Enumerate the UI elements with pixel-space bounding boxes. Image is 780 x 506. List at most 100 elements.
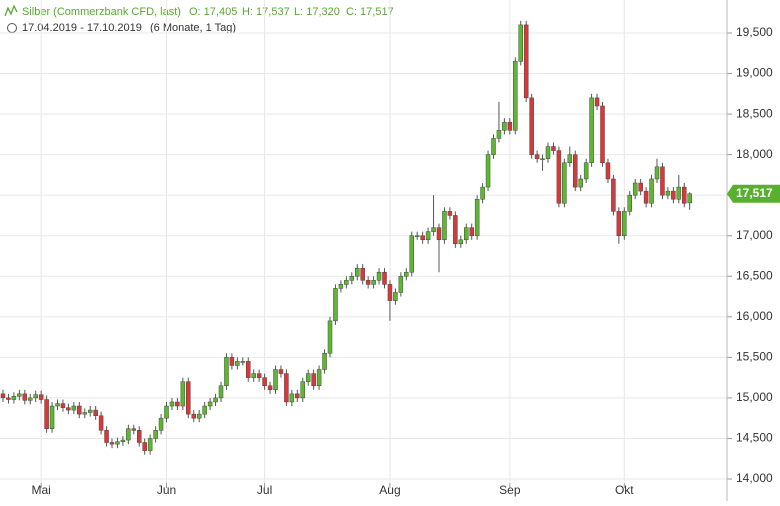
candle-body bbox=[82, 412, 87, 415]
candle-body bbox=[534, 154, 540, 159]
chart-icon bbox=[4, 4, 18, 17]
candle-body bbox=[196, 413, 202, 419]
candle-body bbox=[605, 162, 611, 180]
candle-body bbox=[224, 357, 229, 386]
candle-body bbox=[349, 276, 355, 281]
candle-body bbox=[98, 415, 104, 431]
candle-body bbox=[387, 284, 393, 301]
candle-body bbox=[611, 178, 616, 212]
candle-body bbox=[355, 267, 360, 277]
candle-body bbox=[316, 369, 322, 386]
y-tick-label: 16,000 bbox=[736, 309, 773, 323]
candle-body bbox=[218, 385, 224, 399]
candle-body bbox=[33, 394, 38, 399]
candle-body bbox=[137, 430, 142, 443]
candle-body bbox=[556, 150, 562, 204]
candle-body bbox=[44, 399, 49, 429]
candle-body bbox=[126, 428, 131, 441]
candle-body bbox=[147, 438, 153, 451]
candle-body bbox=[436, 227, 442, 241]
candle-body bbox=[87, 409, 93, 413]
candle-body bbox=[305, 373, 311, 382]
candle-body bbox=[616, 211, 622, 236]
candle-body bbox=[676, 186, 682, 200]
candle-body bbox=[600, 105, 605, 163]
date-range: 17.04.2019 - 17.10.2019 bbox=[22, 22, 142, 34]
candle-body bbox=[371, 280, 376, 285]
candle-body bbox=[104, 430, 109, 443]
candle-body bbox=[322, 353, 327, 370]
ohlc-high: H: 17,537 bbox=[242, 6, 290, 18]
candle-body bbox=[513, 61, 518, 131]
candle-body bbox=[11, 396, 17, 400]
candle-body bbox=[289, 393, 295, 403]
candle-body bbox=[6, 397, 11, 400]
clock-icon bbox=[7, 23, 17, 33]
candle-body bbox=[573, 154, 578, 188]
candle-body bbox=[295, 393, 300, 399]
candle-body bbox=[284, 373, 289, 403]
chart-title: Silber (Commerzbank CFD, last) bbox=[22, 6, 181, 18]
candle-body bbox=[71, 405, 77, 411]
x-tick-label: Jul bbox=[257, 483, 272, 497]
last-price-tag bbox=[727, 184, 780, 203]
candle-body bbox=[256, 373, 262, 378]
candle-body bbox=[545, 146, 551, 159]
candle-body bbox=[638, 182, 643, 192]
candle-body bbox=[115, 441, 120, 445]
candle-body bbox=[142, 442, 147, 451]
candle-body bbox=[502, 121, 507, 131]
candle-body bbox=[267, 385, 273, 391]
y-tick-label: 15,000 bbox=[736, 390, 773, 404]
candle-body bbox=[120, 439, 126, 442]
candle-body bbox=[469, 227, 474, 236]
candle-body bbox=[93, 409, 98, 416]
x-tick-label: Mai bbox=[31, 483, 50, 497]
candle-body bbox=[300, 381, 305, 399]
candle-body bbox=[175, 401, 180, 407]
candle-body bbox=[567, 154, 573, 163]
candle-body bbox=[551, 146, 556, 151]
y-tick-label: 18,500 bbox=[736, 106, 773, 120]
candle-body bbox=[409, 235, 414, 273]
candle-body bbox=[158, 417, 164, 431]
candle-body bbox=[474, 198, 480, 236]
candle-body bbox=[660, 166, 665, 196]
candle-body bbox=[665, 190, 671, 196]
candle-body bbox=[240, 361, 246, 363]
candle-body bbox=[491, 138, 496, 155]
candle-body bbox=[583, 162, 589, 180]
candle-body bbox=[589, 97, 594, 163]
candle-body bbox=[594, 97, 600, 107]
y-tick-label: 14,500 bbox=[736, 431, 773, 445]
candle-body bbox=[213, 397, 218, 403]
candle-body bbox=[382, 271, 387, 285]
candle-body bbox=[207, 401, 213, 407]
candle-body bbox=[131, 428, 137, 431]
candle-body bbox=[164, 405, 169, 419]
x-tick-label: Aug bbox=[379, 483, 400, 497]
candle-body bbox=[262, 377, 267, 386]
candle-body bbox=[38, 394, 44, 400]
candle-body bbox=[453, 215, 458, 245]
candle-body bbox=[0, 393, 6, 399]
candle-body bbox=[17, 393, 22, 397]
candle-body bbox=[398, 276, 404, 293]
candle-body bbox=[643, 190, 649, 204]
header: Silber (Commerzbank CFD, last) O: 17,405… bbox=[4, 4, 394, 34]
candle-body bbox=[458, 239, 464, 245]
candle-body bbox=[507, 121, 513, 131]
candle-body bbox=[649, 178, 654, 204]
candle-body bbox=[414, 235, 420, 237]
candle-body bbox=[622, 211, 627, 236]
candle-body bbox=[365, 280, 371, 285]
candle-body bbox=[360, 267, 365, 281]
candle-body bbox=[55, 403, 60, 407]
candle-body bbox=[496, 130, 502, 139]
candle-body bbox=[654, 166, 660, 180]
candle-body bbox=[327, 320, 333, 354]
candle-body bbox=[393, 292, 398, 301]
candle-body bbox=[153, 430, 158, 439]
candle-body bbox=[338, 284, 344, 289]
